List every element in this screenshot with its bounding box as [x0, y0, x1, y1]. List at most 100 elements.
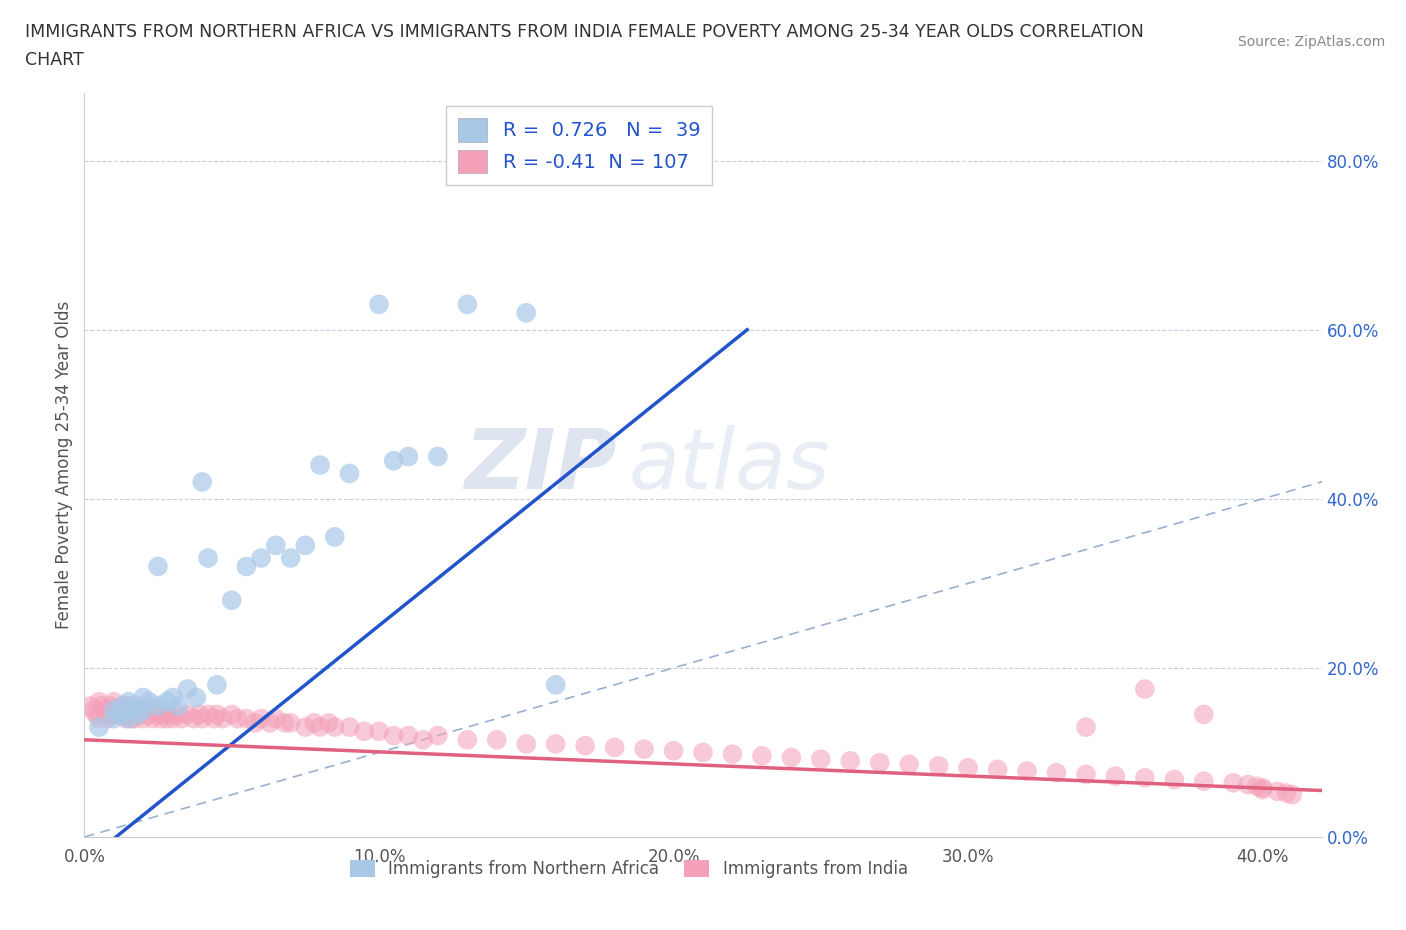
Point: [515, 305, 537, 320]
Point: [1074, 767, 1097, 782]
Point: [810, 751, 832, 766]
Point: [162, 711, 184, 726]
Point: [97, 711, 120, 726]
Point: [280, 715, 302, 730]
Point: [1222, 776, 1244, 790]
Point: [202, 711, 225, 726]
Point: [141, 711, 163, 726]
Point: [211, 711, 233, 726]
Text: Source: ZipAtlas.com: Source: ZipAtlas.com: [1237, 35, 1385, 49]
Point: [156, 711, 179, 726]
Point: [456, 297, 478, 312]
Point: [127, 703, 149, 718]
Point: [294, 538, 316, 552]
Point: [309, 720, 332, 735]
Point: [235, 559, 257, 574]
Point: [323, 720, 346, 735]
Point: [205, 707, 228, 722]
Point: [692, 745, 714, 760]
Point: [1251, 782, 1274, 797]
Point: [191, 474, 214, 489]
Point: [111, 698, 134, 713]
Point: [633, 741, 655, 756]
Point: [132, 703, 155, 718]
Point: [302, 715, 325, 730]
Point: [544, 737, 567, 751]
Point: [1015, 764, 1038, 778]
Point: [97, 707, 120, 722]
Point: [426, 728, 449, 743]
Point: [226, 711, 249, 726]
Point: [1133, 682, 1156, 697]
Point: [205, 677, 228, 692]
Point: [264, 538, 287, 552]
Point: [1237, 777, 1260, 792]
Point: [1133, 770, 1156, 785]
Point: [146, 707, 169, 722]
Point: [117, 695, 139, 710]
Point: [928, 759, 950, 774]
Point: [167, 698, 190, 713]
Point: [339, 720, 361, 735]
Point: [221, 592, 243, 607]
Point: [176, 707, 198, 722]
Point: [121, 711, 143, 726]
Point: [544, 677, 567, 692]
Point: [94, 703, 117, 718]
Point: [1074, 720, 1097, 735]
Text: CHART: CHART: [25, 51, 84, 69]
Point: [162, 690, 184, 705]
Point: [103, 703, 125, 718]
Point: [146, 698, 169, 713]
Point: [170, 711, 193, 726]
Text: IMMIGRANTS FROM NORTHERN AFRICA VS IMMIGRANTS FROM INDIA FEMALE POVERTY AMONG 25: IMMIGRANTS FROM NORTHERN AFRICA VS IMMIG…: [25, 23, 1144, 41]
Point: [323, 529, 346, 544]
Point: [103, 695, 125, 710]
Point: [87, 711, 110, 726]
Point: [188, 707, 211, 722]
Point: [114, 711, 136, 726]
Point: [84, 707, 107, 722]
Point: [603, 740, 626, 755]
Point: [368, 297, 391, 312]
Point: [124, 711, 146, 726]
Point: [259, 715, 281, 730]
Point: [1281, 788, 1303, 803]
Point: [515, 737, 537, 751]
Point: [117, 711, 139, 726]
Point: [396, 449, 419, 464]
Point: [183, 711, 205, 726]
Point: [127, 707, 149, 722]
Point: [132, 711, 155, 726]
Point: [197, 707, 219, 722]
Point: [869, 755, 891, 770]
Point: [662, 743, 685, 758]
Point: [91, 698, 114, 713]
Point: [339, 466, 361, 481]
Point: [382, 453, 405, 468]
Point: [153, 707, 176, 722]
Point: [132, 690, 155, 705]
Point: [245, 715, 267, 730]
Point: [103, 711, 125, 726]
Point: [111, 707, 134, 722]
Point: [138, 707, 160, 722]
Point: [368, 724, 391, 738]
Point: [273, 715, 295, 730]
Point: [280, 551, 302, 565]
Point: [250, 711, 273, 726]
Point: [121, 703, 143, 718]
Point: [114, 703, 136, 718]
Point: [235, 711, 257, 726]
Point: [159, 707, 181, 722]
Point: [132, 698, 155, 713]
Point: [149, 711, 172, 726]
Text: ZIP: ZIP: [464, 424, 616, 506]
Point: [250, 551, 273, 565]
Point: [294, 720, 316, 735]
Point: [721, 747, 744, 762]
Point: [751, 749, 773, 764]
Point: [117, 707, 139, 722]
Point: [100, 698, 122, 713]
Point: [111, 698, 134, 713]
